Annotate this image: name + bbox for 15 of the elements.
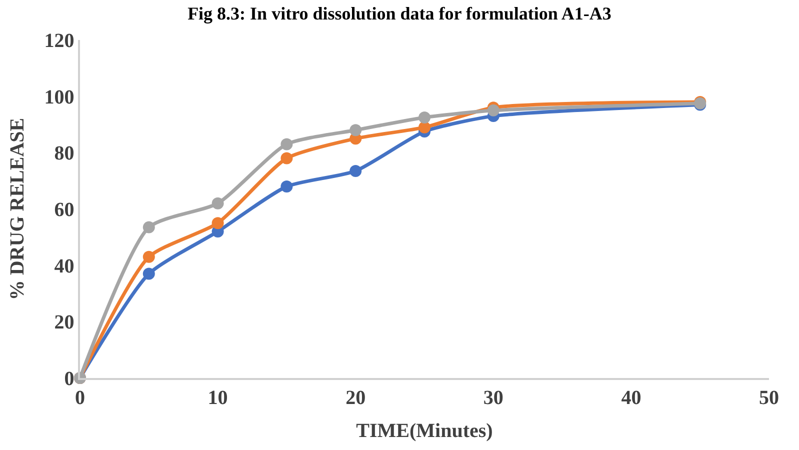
y-axis-title: % DRUG RELEASE xyxy=(6,118,28,300)
y-tick-label: 100 xyxy=(44,86,74,108)
x-axis-title: TIME(Minutes) xyxy=(356,420,493,442)
x-tick-label: 30 xyxy=(483,386,504,409)
x-tick-label: 40 xyxy=(621,386,642,409)
y-tick-label: 120 xyxy=(44,30,74,52)
y-tick-label: 80 xyxy=(54,142,74,165)
x-tick-label: 50 xyxy=(759,386,779,409)
y-tick-label: 20 xyxy=(54,312,74,334)
y-tick-label: 40 xyxy=(54,255,74,278)
x-tick-label: 10 xyxy=(208,386,228,409)
chart-title: Fig 8.3: In vitro dissolution data for formulation A1-A3 xyxy=(188,3,612,24)
x-tick-label: 20 xyxy=(346,386,366,409)
y-tick-label: 60 xyxy=(54,199,74,221)
y-tick-label: 0 xyxy=(64,368,74,390)
